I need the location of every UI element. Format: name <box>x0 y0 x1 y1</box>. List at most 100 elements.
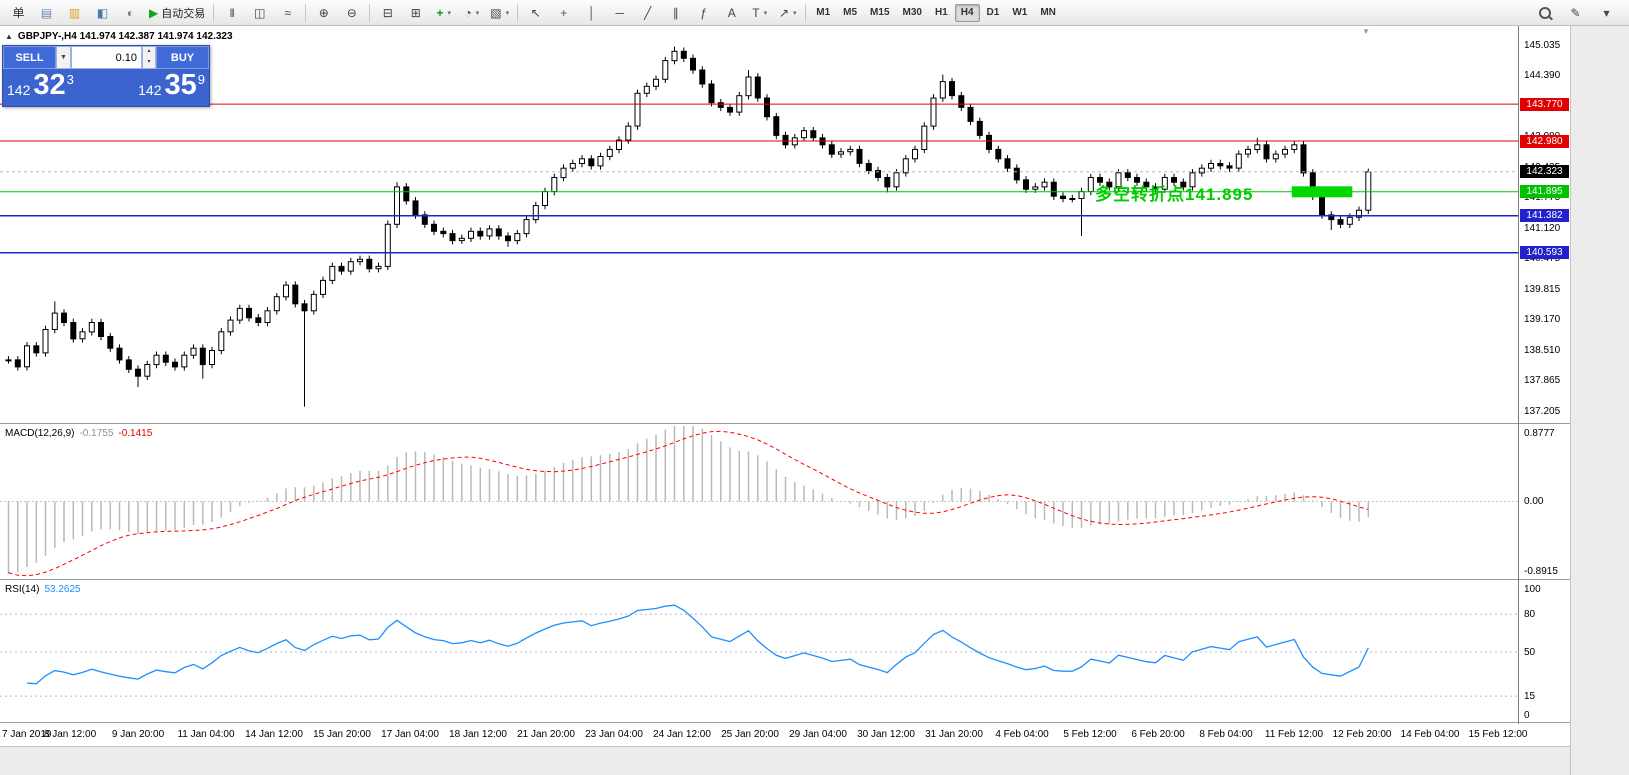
lot-size-input[interactable] <box>72 47 141 68</box>
toolbar-overflow-icon[interactable]: ▾ <box>1593 2 1620 24</box>
crosshair-icon[interactable]: + <box>550 2 577 24</box>
macd-scale-label: -0.8915 <box>1524 566 1558 577</box>
template-icon[interactable]: ▧ ▾ <box>486 2 513 24</box>
line-chart-icon[interactable]: ≈ <box>274 2 301 24</box>
market-watch-icon[interactable]: ◧ <box>89 2 116 24</box>
time-label: 23 Jan 04:00 <box>585 729 643 740</box>
profiles-icon-glyph: ▥ <box>68 5 81 20</box>
trendline-icon[interactable]: ╱ <box>634 2 661 24</box>
arrows-icon[interactable]: ↗ ▾ <box>774 2 801 24</box>
periods-icon[interactable]: ◔ ▾ <box>458 2 485 24</box>
channel-icon-glyph: ∥ <box>672 5 679 20</box>
time-label: 4 Feb 04:00 <box>995 729 1049 740</box>
buy-button[interactable]: BUY <box>156 46 209 69</box>
timeframe-button-w1[interactable]: W1 <box>1012 6 1028 18</box>
template-icon-glyph: ▧ <box>490 5 502 20</box>
panel-divider[interactable] <box>0 423 1570 426</box>
lot-dropdown-icon[interactable]: ▼ <box>56 46 71 69</box>
panel-divider[interactable] <box>0 579 1570 582</box>
price-label: 139.815 <box>1524 284 1561 296</box>
time-label: 21 Jan 20:00 <box>517 729 575 740</box>
zoom-out-icon[interactable]: ⊖ <box>338 2 365 24</box>
lot-increase-button[interactable]: ▴ <box>147 48 151 54</box>
text-label-icon[interactable]: T ▾ <box>746 2 773 24</box>
time-label: 17 Jan 04:00 <box>381 729 439 740</box>
dropdown-caret-icon: ▾ <box>475 9 480 17</box>
time-label: 9 Jan 20:00 <box>111 729 165 740</box>
sell-button[interactable]: SELL <box>3 46 56 69</box>
search-icon[interactable] <box>1531 2 1558 24</box>
time-label: 8 Jan 12:00 <box>43 729 97 740</box>
trade-panel-collapse-icon[interactable]: ▲ <box>5 32 13 41</box>
sell-price-big: 32 <box>33 69 66 101</box>
price-line-label-box: 142.980 <box>1520 134 1569 148</box>
cascade-windows-icon[interactable]: ⊞ <box>402 2 429 24</box>
autotrading-button-glyph: ▶ <box>149 5 159 20</box>
edit-icon[interactable]: ✎ <box>1562 2 1589 24</box>
time-label: 15 Jan 20:00 <box>313 729 371 740</box>
timeframe-button-h1[interactable]: H1 <box>934 6 948 18</box>
macd-scale-label: 0.00 <box>1524 496 1544 508</box>
fibonacci-icon-glyph: ƒ <box>700 5 708 20</box>
text-icon[interactable]: A <box>718 2 745 24</box>
macd-signal-value: -0.1415 <box>118 428 153 439</box>
time-label: 7 Jan 2019 <box>2 729 52 740</box>
search-icon-glyph <box>1538 6 1551 19</box>
price-label: 141.120 <box>1524 223 1561 234</box>
symbol-info: ▲ GBPJPY-,H4 141.974 142.387 141.974 142… <box>5 31 233 42</box>
chart-shift-icon[interactable]: ▼ <box>1362 27 1370 36</box>
candlestick-chart-icon[interactable]: ◫ <box>246 2 273 24</box>
timeframe-button-d1[interactable]: D1 <box>986 6 1000 18</box>
cursor-icon-glyph: ↖ <box>530 5 541 20</box>
timeframe-button-m15[interactable]: M15 <box>870 6 890 18</box>
time-axis[interactable]: 7 Jan 2019 8 Jan 12:00 9 Jan 20:00 11 Jan 0… <box>0 724 1570 746</box>
rsi-indicator-canvas[interactable] <box>0 581 1518 723</box>
navigator-icon-glyph: ◐ <box>126 5 135 20</box>
time-label: 25 Jan 20:00 <box>721 729 779 740</box>
market-watch-icon-glyph: ◧ <box>96 5 109 20</box>
time-label: 14 Feb 04:00 <box>1400 729 1460 740</box>
macd-scale-label: 0.8777 <box>1524 428 1555 439</box>
rsi-scale-label: 0 <box>1524 710 1530 721</box>
toolbar-separator <box>305 3 307 22</box>
lot-decrease-button[interactable]: ▾ <box>147 58 151 65</box>
bar-chart-icon[interactable]: ||| <box>218 2 245 24</box>
price-label: 137.865 <box>1524 375 1561 387</box>
rsi-scale-label: 50 <box>1524 647 1536 658</box>
chart-window-icon[interactable]: ▤ <box>33 2 60 24</box>
toolbar-separator <box>213 3 215 22</box>
vertical-line-icon[interactable]: │ <box>578 2 605 24</box>
text-label-icon-glyph: T <box>752 5 760 20</box>
toolbar-right-group: ✎ ▾ <box>1531 2 1624 24</box>
cursor-icon[interactable]: ↖ <box>522 2 549 24</box>
time-label: 29 Jan 04:00 <box>789 729 847 740</box>
fibonacci-icon[interactable]: ƒ <box>690 2 717 24</box>
timeframe-button-m5[interactable]: M5 <box>843 6 858 18</box>
price-axis[interactable]: 145.035144.390143.735143.080142.425141.7… <box>1518 26 1571 746</box>
autotrading-button[interactable]: ▶ 自动交易 <box>145 2 209 24</box>
timeframe-button-m30[interactable]: M30 <box>902 6 922 18</box>
horizontal-line-icon[interactable]: ─ <box>606 2 633 24</box>
new-order-button[interactable]: 单 <box>5 2 32 24</box>
macd-indicator-canvas[interactable] <box>0 425 1518 579</box>
timeframe-button-mn[interactable]: MN <box>1040 6 1056 18</box>
indicators-icon[interactable]: + ▾ <box>430 2 457 24</box>
sell-price-sup: 3 <box>66 72 74 87</box>
arrange-windows-icon[interactable]: ⊟ <box>374 2 401 24</box>
indicators-icon-glyph: + <box>436 5 444 20</box>
timeframe-button-m1[interactable]: M1 <box>816 6 831 18</box>
navigator-icon[interactable]: ◐ <box>117 2 144 24</box>
channel-icon[interactable]: ∥ <box>662 2 689 24</box>
main-chart-canvas[interactable] <box>0 26 1518 423</box>
lot-spinner: ▴ ▾ <box>142 46 156 69</box>
time-label: 24 Jan 12:00 <box>653 729 711 740</box>
arrows-icon-glyph: ↗ <box>778 5 789 20</box>
main-toolbar: 单 ▤ ▥ ◧ ◐ ▶ 自动交易 ||| ◫ ≈ ⊕ ⊖ ⊟ ⊞ + ▾ ◔ ▾ ▧ ▾ ↖ + │ ─ ╱ ∥ ƒ A T ▾ ↗ ▾ M1… <box>0 0 1629 26</box>
timeframe-button-h4[interactable]: H4 <box>954 3 980 22</box>
zoom-in-icon[interactable]: ⊕ <box>310 2 337 24</box>
profiles-icon[interactable]: ▥ <box>61 2 88 24</box>
bottom-gutter <box>0 746 1570 775</box>
time-label: 15 Feb 12:00 <box>1468 729 1528 740</box>
autotrading-button-label: 自动交易 <box>161 7 206 20</box>
